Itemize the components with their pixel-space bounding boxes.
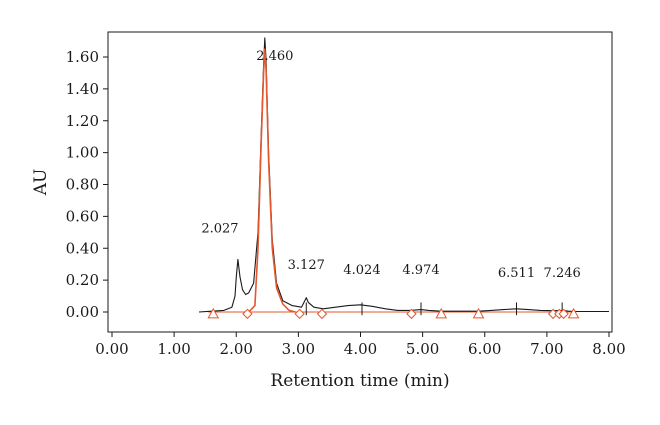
x-tick-label: 1.00 [157,340,190,358]
y-tick-label: 1.40 [66,80,99,98]
y-axis-title: AU [31,169,51,197]
peak-label: 3.127 [288,258,325,273]
x-tick-label: 4.00 [344,340,377,358]
y-tick-label: 0.80 [66,176,99,194]
peak-label: 4.024 [343,263,380,278]
main-peak-trace [248,48,296,313]
y-tick-label: 0.20 [66,271,99,289]
peak-label: 7.246 [544,266,581,281]
x-axis: 0.00 1.00 2.00 3.00 4.00 5.00 6.00 7.00 8.00 [95,332,626,358]
y-tick-label: 0.60 [66,207,99,225]
y-tick-label: 1.00 [66,144,99,162]
x-tick-label: 6.00 [468,340,501,358]
peak-label: 2.027 [201,221,238,236]
integration-marker-diamond [294,308,305,320]
plot-frame [107,31,613,333]
integration-marker-diamond [316,308,328,320]
marker-layer [207,307,580,320]
y-tick-label: 0.40 [66,239,99,257]
integration-marker-diamond [242,308,253,320]
x-tick-label: 3.00 [282,340,315,358]
x-axis-title: Retention time (min) [270,371,449,391]
peak-label: 4.974 [402,263,439,278]
peak-label-layer: 2.460 2.027 3.127 4.024 4.974 6.511 7.246 [201,49,580,281]
integration-marker-triangle [567,307,580,319]
integration-marker-diamond [558,308,569,320]
x-tick-label: 0.00 [95,340,128,358]
y-axis: 0.00 0.20 0.40 0.60 0.80 1.00 1.20 1.40 1.60 [66,48,108,321]
x-tick-label: 7.00 [530,340,563,358]
x-tick-label: 8.00 [592,340,625,358]
y-tick-label: 1.60 [66,48,99,66]
series-layer [198,37,609,316]
integration-marker-triangle [435,307,448,319]
peak-label: 6.511 [498,266,535,281]
integration-marker-triangle [207,307,220,319]
integration-marker-diamond [406,308,417,320]
integration-marker-triangle [472,307,485,319]
chromatogram-trace [198,37,609,313]
x-tick-label: 2.00 [220,340,253,358]
x-tick-label: 5.00 [406,340,439,358]
y-tick-label: 1.20 [66,112,99,130]
peak-label: 2.460 [256,49,293,64]
y-tick-label: 0.00 [66,303,99,321]
